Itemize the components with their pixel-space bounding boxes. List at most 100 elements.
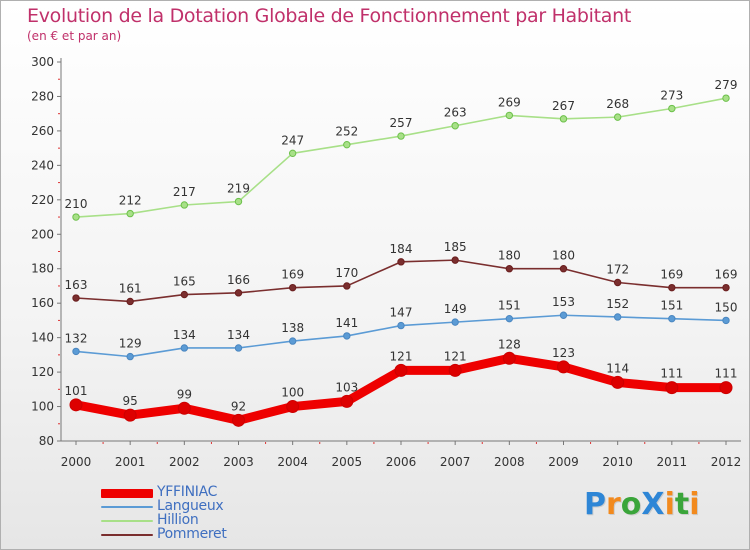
logo-letter: P [584, 487, 606, 522]
y-tick-label: 260 [31, 124, 54, 138]
axes: 80 100 120 140 160 180 200 220 240 260 280 300 2000 2… [31, 55, 741, 469]
y-tick-label: 100 [31, 400, 54, 414]
data-label: 279 [715, 78, 738, 92]
data-label: 273 [660, 89, 683, 103]
data-label: 267 [552, 99, 575, 113]
data-label: 101 [65, 384, 88, 398]
series-hillion [72, 94, 730, 221]
data-labels: 210 212 217 219 247 252 257 263 269 267 268 273 279 1… [65, 78, 738, 413]
data-point [288, 149, 297, 158]
data-point [613, 278, 622, 287]
data-label: 252 [335, 125, 358, 139]
data-label: 151 [660, 299, 683, 313]
data-label: 165 [173, 275, 196, 289]
data-point [451, 122, 459, 130]
data-point [72, 294, 80, 302]
data-point [126, 297, 134, 306]
data-label: 217 [173, 185, 196, 199]
data-point [448, 363, 462, 377]
data-label: 150 [715, 300, 738, 314]
x-tick-label: 2003 [223, 455, 254, 469]
data-point [286, 400, 300, 414]
data-point [502, 351, 516, 365]
data-point [722, 94, 730, 102]
y-tick-label: 200 [31, 227, 54, 241]
data-point [343, 140, 351, 149]
data-point [451, 318, 459, 326]
data-label: 169 [281, 268, 304, 282]
x-tick-label: 2011 [657, 455, 688, 469]
data-point [668, 314, 676, 323]
data-point [288, 283, 297, 292]
data-point [668, 283, 676, 292]
data-point [557, 360, 570, 374]
y-tick-label: 180 [31, 262, 54, 276]
data-label: 128 [498, 337, 521, 351]
x-tick-label: 2005 [332, 455, 363, 469]
data-point [722, 316, 730, 325]
data-label: 132 [65, 331, 88, 345]
data-point [451, 256, 459, 264]
data-label: 111 [660, 367, 683, 381]
x-tick-label: 2001 [115, 455, 146, 469]
y-tick-label: 120 [31, 365, 54, 379]
data-point [343, 282, 351, 290]
data-label: 268 [606, 97, 629, 111]
legend-swatch [101, 520, 153, 522]
data-label: 123 [552, 346, 575, 360]
data-label: 166 [227, 273, 250, 287]
proxiti-logo: ProXiti [584, 487, 700, 522]
data-point [343, 332, 351, 340]
data-label: 153 [552, 295, 575, 309]
legend-label: Pommeret [157, 526, 227, 542]
data-point [123, 408, 137, 422]
legend-swatch [101, 489, 153, 498]
logo-letter: i [689, 487, 700, 522]
logo-letter: i [664, 487, 675, 522]
data-label: 99 [177, 387, 192, 401]
legend-label: YFFINIAC [157, 484, 218, 500]
data-label: 129 [119, 337, 142, 351]
data-point [234, 289, 243, 297]
chart-title: Evolution de la Dotation Globale de Fonc… [27, 5, 632, 27]
data-label: 172 [606, 263, 629, 277]
data-point [397, 321, 405, 330]
chart-subtitle: (en € et par an) [27, 29, 122, 43]
legend-swatch [101, 506, 153, 508]
y-tick-label: 160 [31, 296, 54, 310]
logo-letter: r [606, 487, 621, 522]
series-yffiniac [69, 351, 733, 427]
y-tick-label: 140 [31, 331, 54, 345]
data-point [72, 213, 80, 221]
logo-letter: t [674, 487, 690, 522]
data-point [72, 347, 80, 356]
data-point [394, 363, 408, 377]
x-tick-label: 2008 [494, 455, 525, 469]
data-label: 134 [227, 328, 250, 342]
data-label: 263 [444, 106, 467, 120]
data-label: 169 [660, 268, 683, 282]
data-point [180, 290, 189, 299]
data-label: 114 [606, 361, 629, 375]
x-tick-label: 2009 [548, 455, 579, 469]
series-langueux [72, 311, 730, 361]
series-layer [69, 94, 733, 427]
data-label: 219 [227, 182, 250, 196]
series-pommeret [72, 256, 730, 306]
data-point [126, 352, 134, 361]
x-tick-label: 2012 [711, 455, 742, 469]
data-point [611, 375, 625, 389]
data-point [69, 398, 83, 412]
data-label: 210 [65, 197, 88, 211]
data-label: 151 [498, 299, 521, 313]
data-point [505, 314, 514, 323]
legend-label: Langueux [157, 498, 224, 514]
data-point [177, 401, 191, 415]
data-point [288, 337, 297, 345]
data-label: 169 [715, 268, 738, 282]
data-point [180, 344, 189, 352]
logo-letter: o [620, 487, 642, 522]
y-tick-label: 220 [31, 193, 54, 207]
